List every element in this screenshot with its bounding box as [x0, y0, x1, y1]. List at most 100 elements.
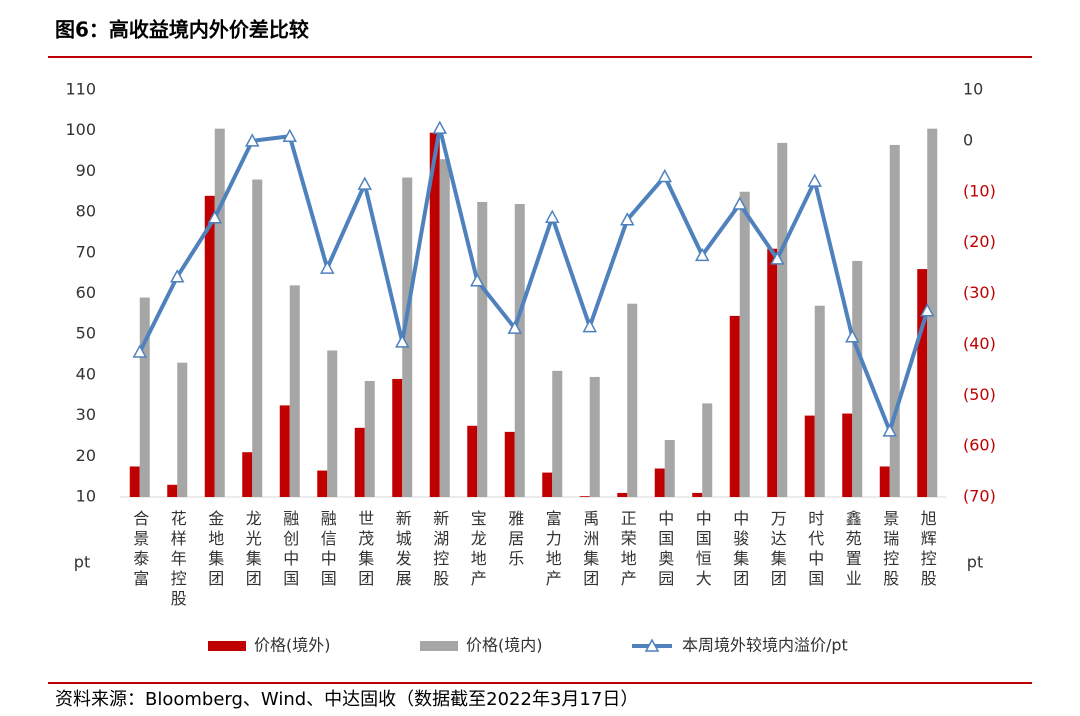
y2-tick-label: 10	[963, 80, 983, 99]
bar	[739, 191, 750, 497]
bar	[579, 496, 590, 497]
bar	[617, 492, 628, 497]
bar	[177, 362, 188, 497]
x-tick-label: 世茂集团	[355, 510, 374, 590]
bar	[654, 468, 665, 497]
x-tick-label: 时代中国	[805, 510, 824, 590]
y-tick-label: 30	[76, 405, 96, 424]
bar	[439, 159, 450, 497]
x-tick-label: 正荣地产	[618, 510, 637, 590]
x-tick-label: 金地集团	[205, 510, 224, 590]
bar	[664, 440, 675, 497]
line-marker	[469, 273, 485, 287]
x-tick-label: 融信中国	[318, 510, 337, 590]
bar	[402, 177, 413, 497]
bar	[317, 470, 328, 497]
bar	[139, 297, 150, 497]
y-tick-label: 10	[76, 487, 96, 506]
line-marker	[244, 133, 260, 147]
legend-swatch	[420, 641, 458, 651]
bar	[702, 403, 713, 497]
y2-tick-label: (60)	[963, 436, 996, 455]
line-marker	[357, 176, 373, 190]
bar	[842, 413, 853, 497]
bar	[364, 381, 375, 497]
line-marker	[282, 128, 298, 143]
y-tick-label: 50	[76, 324, 96, 343]
chart-title: 图6：高收益境内外价差比较	[55, 18, 309, 42]
line-marker	[769, 251, 785, 265]
line-marker	[394, 334, 410, 348]
bar	[354, 427, 365, 497]
bar	[327, 350, 338, 497]
y-tick-label: 80	[76, 202, 96, 221]
bar	[889, 144, 900, 497]
x-tick-label: 龙光集团	[243, 510, 262, 590]
bar	[627, 303, 638, 497]
legend-swatch	[208, 641, 246, 651]
y2-tick-label: (50)	[963, 385, 996, 404]
line-marker	[732, 196, 748, 210]
y2-tick-label: (20)	[963, 232, 996, 251]
y-tick-label: 110	[65, 80, 96, 99]
line-marker	[432, 120, 448, 134]
bar	[514, 203, 525, 497]
y-tick-label: 60	[76, 283, 96, 302]
bar	[692, 492, 703, 497]
x-tick-label: 景瑞控股	[880, 510, 899, 590]
legend-label: 本周境外较境内溢价/pt	[682, 636, 848, 655]
source-note: 资料来源：Bloomberg、Wind、中达固收（数据截至2022年3月17日）	[55, 689, 638, 710]
bar	[204, 195, 215, 497]
bar	[429, 132, 440, 498]
bar	[852, 260, 863, 497]
bar	[279, 405, 290, 497]
line-marker	[319, 260, 335, 274]
legend-marker	[644, 638, 660, 652]
x-tick-label: 万达集团	[768, 510, 787, 590]
bar	[467, 425, 478, 497]
line-marker	[844, 329, 860, 343]
bar	[214, 128, 225, 498]
x-tick-label: 中国奥园	[655, 510, 674, 590]
bar	[242, 452, 253, 497]
bar	[504, 431, 515, 497]
x-tick-label: 中国恒大	[693, 510, 712, 590]
bar	[542, 472, 553, 497]
bar	[167, 484, 178, 497]
legend-label: 价格(境内)	[466, 636, 543, 655]
line-marker	[882, 423, 898, 437]
line-marker	[657, 168, 673, 183]
bar	[552, 370, 563, 497]
bar	[767, 248, 778, 497]
bar	[814, 305, 825, 497]
line-marker	[694, 247, 710, 262]
y2-axis-label: pt	[967, 553, 983, 572]
y2-tick-label: (10)	[963, 181, 996, 200]
bar	[289, 285, 300, 497]
line-series	[137, 126, 930, 433]
line-marker	[619, 212, 635, 226]
y-tick-label: 40	[76, 364, 96, 383]
y2-tick-label: (40)	[963, 334, 996, 353]
y-tick-label: 90	[76, 161, 96, 180]
bar	[129, 466, 140, 497]
legend-label: 价格(境外)	[254, 636, 331, 655]
x-tick-label: 合景泰富	[130, 510, 149, 590]
x-tick-label: 中骏集团	[730, 510, 749, 590]
x-tick-label: 禹洲集团	[580, 510, 599, 590]
bar	[252, 179, 263, 498]
y2-tick-label: (30)	[963, 283, 996, 302]
y-tick-label: 70	[76, 242, 96, 261]
x-tick-label: 花样年控股	[168, 510, 187, 610]
line-marker	[919, 303, 935, 317]
bar	[879, 466, 890, 497]
line-marker	[544, 209, 560, 223]
bar	[589, 376, 600, 497]
y-axis-label: pt	[74, 553, 90, 572]
x-tick-label: 宝龙地产	[468, 510, 487, 590]
line-marker	[169, 269, 185, 283]
y-tick-label: 20	[76, 446, 96, 465]
line-marker	[132, 344, 148, 358]
line-marker	[807, 173, 823, 187]
